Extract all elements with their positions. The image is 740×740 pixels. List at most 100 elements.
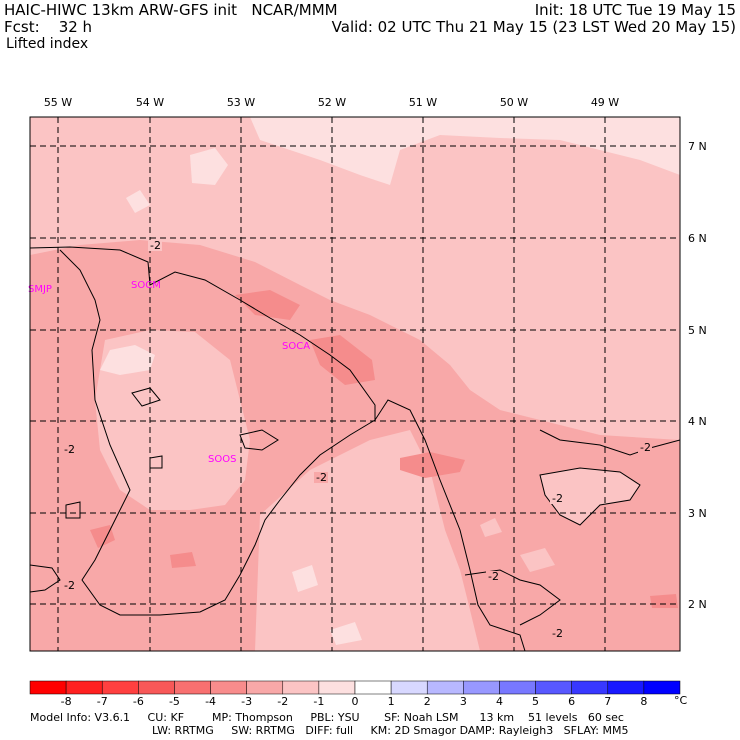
- colorbar-tick-label: 0: [352, 695, 359, 708]
- lon-label-50w: 50 W: [500, 96, 528, 109]
- lon-labels: 55 W 54 W 53 W 52 W 51 W 50 W 49 W: [44, 96, 619, 109]
- colorbar-tick-label: -1: [313, 695, 324, 708]
- colorbar-swatch: [607, 680, 645, 695]
- lon-label-55w: 55 W: [44, 96, 72, 109]
- lat-label-5n: 5 N: [688, 324, 707, 337]
- colorbar-swatch: [571, 680, 609, 695]
- contour-label-bg: [486, 571, 500, 582]
- colorbar-tick-label: 4: [496, 695, 503, 708]
- header-forecast-line: Fcst: 32 h: [4, 19, 92, 35]
- colorbar: [29, 680, 681, 695]
- li-region-minus4-coast-a: [235, 290, 300, 320]
- contour-label-bg: [550, 628, 564, 639]
- contour-label: -2: [552, 492, 563, 505]
- colorbar-swatch: [210, 680, 247, 695]
- footer-model-info: Model Info: V3.6.1 CU: KF MP: Thompson P…: [30, 711, 624, 724]
- li-region-minus2-south: [255, 430, 480, 651]
- contour-label-bg: [638, 442, 652, 453]
- li-region-minus2-east-c: [520, 548, 555, 572]
- li-region-minus2-east-b: [480, 518, 502, 537]
- contour-minus2-loop-d: [149, 455, 163, 469]
- colorbar-swatch: [246, 680, 284, 695]
- header-valid: Valid: 02 UTC Thu 21 May 15 (23 LST Wed …: [331, 18, 736, 36]
- contour-label: -2: [488, 570, 499, 583]
- contour-label: -2: [64, 443, 75, 456]
- colorbar-tick-label: 3: [460, 695, 467, 708]
- li-region-minus4-coast-b: [310, 335, 375, 385]
- li-region-minus1-south-a: [292, 565, 318, 592]
- colorbar-tick-label: 8: [640, 695, 647, 708]
- li-region-minus1-islet-a: [126, 190, 150, 213]
- contour-label-bg: [314, 472, 328, 483]
- colorbar-swatch: [354, 680, 392, 695]
- header-model-line: HAIC-HIWC 13km ARW-GFS init NCAR/MMM: [4, 2, 338, 18]
- contour-minus2-loop-e: [65, 501, 81, 519]
- colorbar-swatch: [65, 680, 103, 695]
- lat-labels: 7 N 6 N 5 N 4 N 3 N 2 N: [688, 140, 707, 611]
- colorbar-tick-label: -2: [277, 695, 288, 708]
- colorbar-tick-label: 6: [568, 695, 575, 708]
- colorbar-tick-label: -6: [133, 695, 144, 708]
- colorbar-swatch: [499, 680, 536, 695]
- colorbar-swatch: [426, 680, 464, 695]
- li-region-minus4-west: [90, 525, 115, 548]
- li-region-minus2-interior: [95, 330, 250, 510]
- colorbar-tick-label: -4: [205, 695, 216, 708]
- contour-minus2-loop-c: [131, 387, 161, 407]
- lon-label-49w: 49 W: [591, 96, 619, 109]
- colorbar-swatch: [29, 680, 67, 695]
- header-field: Lifted index: [6, 36, 89, 52]
- colorbar-tick-label: -7: [97, 695, 108, 708]
- contour-label-bg: [62, 444, 76, 455]
- header-init: Init: 18 UTC Tue 19 May 15: [534, 1, 736, 19]
- contour-label: -2: [64, 579, 75, 592]
- lat-label-3n: 3 N: [688, 507, 707, 520]
- colorbar-tick-label: -8: [61, 695, 72, 708]
- stations: SMJP SOCM SOCA SOOS: [28, 280, 310, 465]
- contour-minus2-east: [539, 429, 680, 456]
- contour-label-bg: [148, 240, 162, 251]
- colorbar-tick-label: 1: [388, 695, 395, 708]
- colorbar-swatch: [390, 680, 428, 695]
- contour-minus2-sw: [30, 564, 61, 593]
- li-region-minus2-east-a: [540, 468, 640, 525]
- colorbar-tick-label: 7: [604, 695, 611, 708]
- colorbar-unit: °C: [674, 694, 688, 707]
- colorbar-ticks: -8 -7 -6 -5 -4 -3 -2 -1 0 1 2 3 4 5 6 7 8: [61, 695, 648, 708]
- colorbar-swatch: [643, 680, 681, 695]
- colorbar-tick-label: 2: [424, 695, 431, 708]
- li-region-minus4-se: [650, 594, 678, 608]
- li-region-minus1-north-west: [190, 148, 228, 185]
- colorbar-tick-label: -3: [241, 695, 252, 708]
- colorbar-swatch: [101, 680, 139, 695]
- lat-label-2n: 2 N: [688, 598, 707, 611]
- li-region-minus1-south-b: [330, 622, 362, 645]
- header-model: HAIC-HIWC 13km ARW-GFS init: [4, 1, 238, 19]
- lat-label-6n: 6 N: [688, 232, 707, 245]
- colorbar-swatch: [535, 680, 572, 695]
- colorbar-swatch: [174, 680, 211, 695]
- lat-label-7n: 7 N: [688, 140, 707, 153]
- contour-labels: -2 -2 -2 -2 -2 -2 -2 -2: [62, 239, 652, 640]
- lon-label-51w: 51 W: [409, 96, 437, 109]
- colorbar-tick-label: -5: [169, 695, 180, 708]
- contour-label-bg: [550, 493, 564, 504]
- latlon-grid: [30, 117, 680, 651]
- header-forecast-label: Fcst:: [4, 18, 40, 36]
- contour-minus2-se: [464, 569, 561, 626]
- contour-minus2-loop-b: [239, 429, 279, 451]
- lon-label-53w: 53 W: [227, 96, 255, 109]
- lon-label-54w: 54 W: [136, 96, 164, 109]
- footer-physics-info: LW: RRTMG SW: RRTMG DIFF: full KM: 2D Sm…: [152, 724, 629, 737]
- station-smjp: SMJP: [28, 284, 52, 295]
- colorbar-tick-label: 5: [532, 695, 539, 708]
- contour-label-bg: [62, 580, 76, 591]
- li-region-minus1-interior: [100, 345, 155, 375]
- colorbar-swatch: [463, 680, 500, 695]
- lat-label-4n: 4 N: [688, 415, 707, 428]
- boundary-west: [59, 249, 376, 616]
- station-soca: SOCA: [282, 341, 310, 352]
- contour-label: -2: [150, 239, 161, 252]
- li-region-minus4-east: [400, 452, 465, 478]
